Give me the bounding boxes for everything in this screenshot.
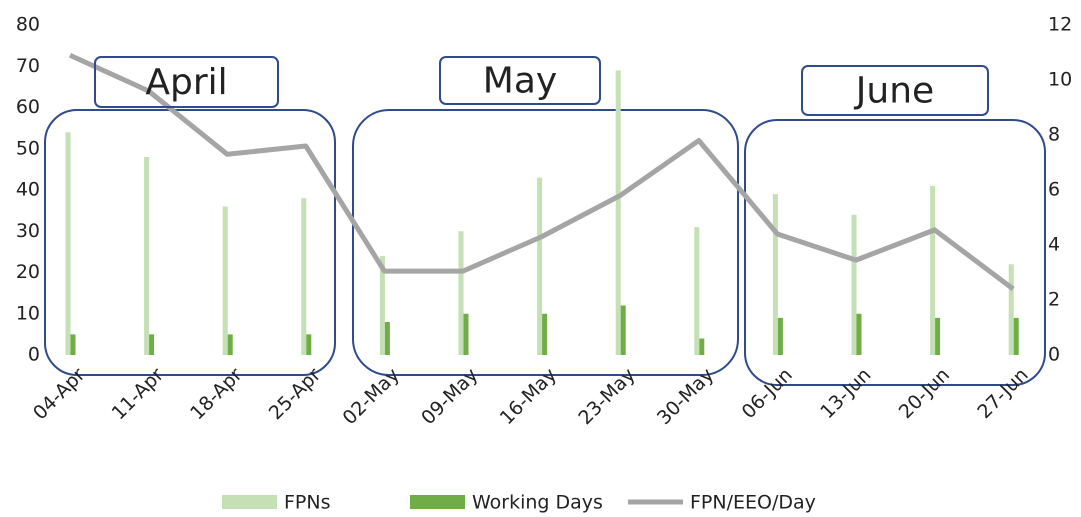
- bar: [1013, 317, 1019, 355]
- annotation: May: [483, 61, 557, 102]
- annotation-box: [94, 56, 279, 108]
- bar: [694, 227, 700, 355]
- y2-tick-label: 6: [1048, 179, 1060, 201]
- x-tick-label: 18-Apr: [186, 364, 247, 425]
- bar: [463, 313, 469, 355]
- x-tick-label: 27-Jun: [973, 364, 1032, 423]
- bar: [537, 177, 543, 355]
- y-tick-label: 10: [16, 302, 40, 324]
- bar: [772, 194, 778, 355]
- legend-label: FPNs: [284, 492, 331, 514]
- y2-tick-label: 4: [1048, 234, 1060, 256]
- bar: [856, 313, 862, 355]
- y2-tick-label: 10: [1048, 69, 1072, 91]
- x-tick-label: 30-May: [653, 364, 718, 429]
- y-tick-label: 20: [16, 261, 40, 283]
- y2-tick-label: 12: [1048, 14, 1072, 36]
- annotation-box: [439, 56, 601, 105]
- x-tick-label: 13-Jun: [816, 364, 875, 423]
- x-tick-label: 04-Apr: [29, 364, 90, 425]
- april-box: [44, 109, 336, 376]
- june-box: [744, 119, 1046, 386]
- bar: [851, 214, 857, 355]
- bar: [149, 334, 155, 355]
- bar: [222, 206, 228, 355]
- annotation-boxes: [44, 109, 1046, 386]
- y2-tick-label: 0: [1048, 344, 1060, 366]
- bar: [306, 334, 312, 355]
- bar: [227, 334, 233, 355]
- bar: [935, 317, 941, 355]
- x-tick-label: 23-May: [574, 364, 639, 429]
- bar: [301, 198, 307, 355]
- x-tick-label: 11-Apr: [108, 364, 169, 425]
- bar: [458, 231, 464, 355]
- may-box: [352, 109, 739, 376]
- y-tick-label: 50: [16, 137, 40, 159]
- y-tick-label: 30: [16, 220, 40, 242]
- bar: [620, 305, 626, 355]
- x-tick-label: 02-May: [339, 364, 404, 429]
- x-tick-label: 09-May: [417, 364, 482, 429]
- y-tick-label: 40: [16, 179, 40, 201]
- annotation: April: [145, 62, 227, 103]
- y-tick-label: 0: [28, 344, 40, 366]
- bar: [777, 317, 783, 355]
- y-tick-label: 70: [16, 55, 40, 77]
- bar: [615, 70, 621, 355]
- bar: [1008, 264, 1014, 355]
- bar: [930, 185, 936, 355]
- bar: [542, 313, 548, 355]
- annotation: June: [854, 71, 934, 112]
- line: [68, 52, 1015, 291]
- legend-swatch: [222, 495, 277, 509]
- bar: [699, 338, 705, 355]
- legend-label: FPN/EEO/Day: [690, 492, 816, 514]
- bar: [70, 334, 76, 355]
- bar: [384, 322, 390, 355]
- bar: [379, 256, 385, 355]
- x-tick-label: 06-Jun: [738, 364, 797, 423]
- bar: [65, 132, 71, 355]
- x-tick-label: 20-Jun: [895, 364, 954, 423]
- y2-tick-label: 2: [1048, 289, 1060, 311]
- y-tick-label: 80: [16, 14, 40, 36]
- legend-swatch: [410, 495, 465, 509]
- legend-label: Working Days: [472, 492, 603, 514]
- x-tick-label: 16-May: [496, 364, 561, 429]
- bar: [144, 157, 150, 355]
- y2-tick-label: 8: [1048, 124, 1060, 146]
- annotation-box: [801, 65, 989, 116]
- y-tick-label: 60: [16, 96, 40, 118]
- x-tick-label: 25-Apr: [265, 364, 326, 425]
